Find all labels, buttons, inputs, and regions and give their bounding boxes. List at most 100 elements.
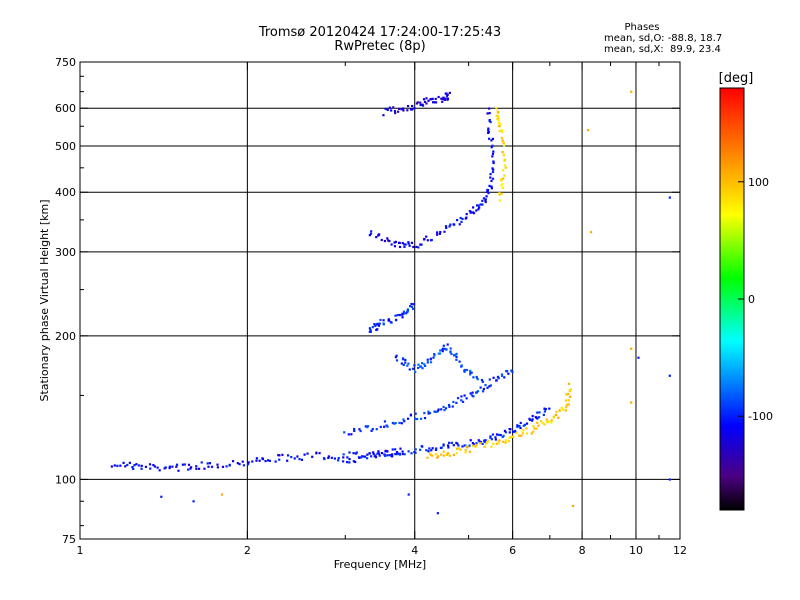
echo-point xyxy=(490,179,493,183)
echo-point xyxy=(290,455,293,459)
echo-point xyxy=(481,199,484,202)
echo-point xyxy=(460,399,463,402)
echo-point xyxy=(497,116,500,119)
echo-point xyxy=(486,189,489,192)
echo-point xyxy=(419,243,422,246)
echo-point xyxy=(489,436,492,439)
echo-point xyxy=(439,230,442,234)
echo-point xyxy=(508,431,511,434)
echo-point xyxy=(140,464,143,467)
echo-point xyxy=(447,444,450,447)
echo-point xyxy=(484,198,487,201)
echo-point xyxy=(466,446,469,449)
echo-point xyxy=(481,390,485,393)
echo-point xyxy=(521,431,524,434)
echo-point xyxy=(499,122,502,126)
echo-point xyxy=(402,418,405,421)
echo-point xyxy=(274,460,277,463)
echo-point xyxy=(420,362,424,365)
echo-point xyxy=(497,433,500,436)
echo-point xyxy=(177,469,180,472)
echo-point xyxy=(385,424,388,427)
echo-point xyxy=(461,217,464,221)
echo-point xyxy=(464,449,467,452)
echo-point xyxy=(457,447,460,450)
echo-point xyxy=(470,394,473,397)
echo-point xyxy=(366,453,369,456)
echo-point xyxy=(558,409,561,413)
echo-point xyxy=(502,154,505,157)
echo-point xyxy=(484,200,487,204)
y-axis-label: Stationary phase Virtual Height [km] xyxy=(38,199,51,401)
echo-point xyxy=(489,120,492,124)
echo-point xyxy=(498,439,501,442)
echo-point xyxy=(425,97,428,100)
echo-point xyxy=(427,450,430,453)
echo-point xyxy=(371,428,374,431)
echo-point xyxy=(366,425,370,428)
echo-point xyxy=(456,447,459,450)
echo-point xyxy=(433,353,436,356)
echo-point xyxy=(455,355,458,359)
echo-point xyxy=(398,107,401,110)
echo-point xyxy=(303,453,306,456)
echo-point xyxy=(522,428,525,432)
echo-point xyxy=(376,452,379,455)
echo-point xyxy=(412,245,415,249)
echo-point xyxy=(389,453,392,457)
echo-point xyxy=(504,441,507,444)
echo-point xyxy=(442,405,445,409)
echo-point xyxy=(429,453,432,456)
echo-point xyxy=(434,453,437,456)
echo-point xyxy=(208,462,212,465)
echo-point xyxy=(501,139,504,142)
echo-point xyxy=(337,456,340,460)
echo-point xyxy=(395,318,398,321)
echo-point xyxy=(268,459,271,462)
echo-point xyxy=(565,393,568,396)
echo-point xyxy=(500,178,503,181)
echo-point xyxy=(210,465,214,468)
echo-point xyxy=(454,353,457,356)
echo-point xyxy=(507,372,510,375)
echo-point xyxy=(171,465,174,468)
echo-point xyxy=(420,445,423,448)
echo-point xyxy=(424,364,427,368)
echo-point xyxy=(426,358,429,361)
echo-point xyxy=(548,420,551,423)
echo-point xyxy=(439,453,443,456)
echo-point xyxy=(436,456,439,459)
echo-point xyxy=(311,455,314,458)
y-tick-label: 100 xyxy=(55,473,76,486)
echo-point xyxy=(486,112,489,115)
echo-point xyxy=(452,444,455,447)
echo-point xyxy=(401,313,404,316)
echo-point xyxy=(440,446,443,449)
echo-point xyxy=(565,406,568,409)
echo-point xyxy=(447,403,451,407)
echo-point xyxy=(460,364,463,367)
echo-point xyxy=(436,410,439,413)
echo-point xyxy=(131,465,134,469)
echo-point xyxy=(333,457,336,460)
echo-point xyxy=(378,322,381,325)
echo-point xyxy=(110,465,113,468)
echo-point xyxy=(386,237,389,240)
echo-point xyxy=(423,416,427,420)
echo-point xyxy=(414,412,417,415)
echo-point xyxy=(484,383,487,387)
echo-point xyxy=(457,444,460,447)
echo-point xyxy=(481,380,484,383)
echo-point xyxy=(207,465,210,468)
echo-traces xyxy=(110,91,572,472)
echo-point xyxy=(348,457,351,461)
echo-point xyxy=(400,422,403,425)
echo-point xyxy=(509,428,512,431)
echo-point xyxy=(342,456,345,459)
echo-point xyxy=(387,239,390,242)
echo-point xyxy=(487,131,490,135)
echo-point xyxy=(518,424,521,428)
echo-point xyxy=(380,451,384,455)
echo-point xyxy=(530,419,534,422)
echo-point xyxy=(404,312,408,315)
